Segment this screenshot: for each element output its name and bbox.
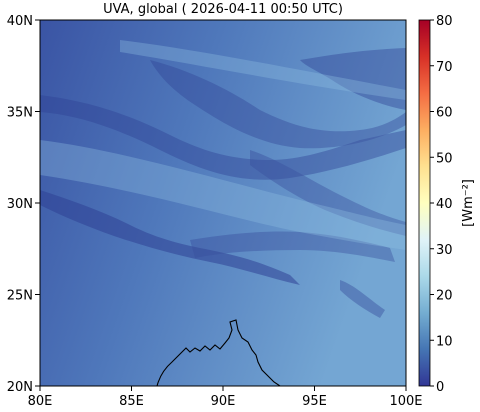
colorbar-tick-label: 70 [436, 60, 453, 75]
lat-tick-label: 35N [7, 106, 33, 121]
lat-axis: 40N 35N 30N 25N 20N [7, 14, 40, 395]
map-background [40, 20, 406, 386]
colorbar-tick-label: 0 [436, 380, 444, 395]
colorbar-tick-label: 50 [436, 151, 453, 166]
lon-axis: 80E 85E 90E 95E 100E [28, 386, 423, 409]
lat-tick-label: 25N [7, 289, 33, 304]
lat-tick-label: 30N [7, 197, 33, 212]
colorbar-ticks: 0 10 20 30 40 50 60 70 80 [430, 14, 453, 395]
map-title: UVA, global ( 2026-04-11 00:50 UTC) [103, 2, 343, 17]
colorbar-tick-label: 40 [436, 197, 453, 212]
coastline [156, 319, 281, 386]
colorbar-label: [Wm⁻²] [461, 179, 476, 227]
lon-tick-label: 80E [28, 394, 53, 409]
lon-tick-label: 85E [119, 394, 144, 409]
lon-tick-label: 100E [389, 394, 422, 409]
cloud-haze [40, 40, 406, 250]
lat-tick-label: 40N [7, 14, 33, 29]
colorbar-tick-label: 30 [436, 243, 453, 258]
cloud-bands [40, 48, 406, 318]
colorbar-tick-label: 20 [436, 289, 453, 304]
lat-tick-label: 20N [7, 380, 33, 395]
colorbar-tick-label: 10 [436, 334, 453, 349]
colorbar-tick-label: 60 [436, 106, 453, 121]
lon-tick-label: 95E [302, 394, 327, 409]
lon-tick-label: 90E [211, 394, 236, 409]
colorbar [418, 19, 431, 387]
colorbar-tick-label: 80 [436, 14, 453, 29]
